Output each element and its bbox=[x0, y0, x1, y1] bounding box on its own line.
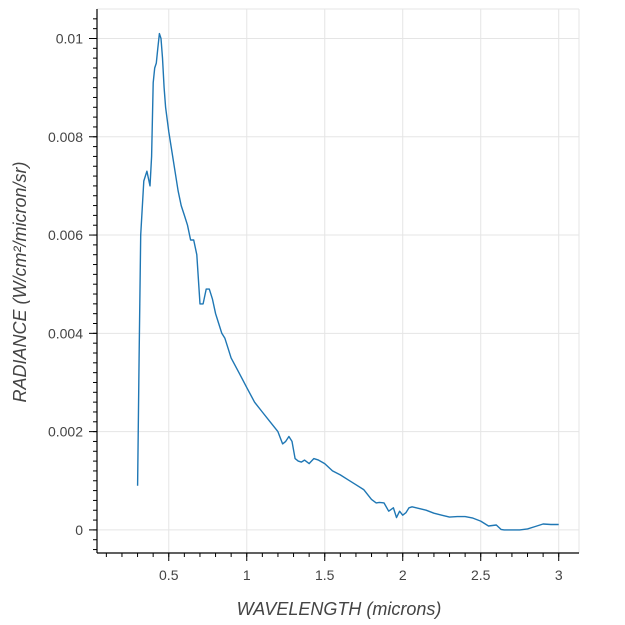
series-group bbox=[136, 32, 559, 531]
y-axis: 0 0.002 0.004 0.006 0.008 0.01 bbox=[48, 9, 98, 553]
x-tick-label-3: 2 bbox=[399, 567, 407, 583]
x-axis: 0.5 1 1.5 2 2.5 3 bbox=[97, 552, 579, 583]
y-tick-label-5: 0.01 bbox=[56, 30, 83, 46]
y-tick-label-2: 0.004 bbox=[48, 325, 83, 341]
series-line-0 bbox=[136, 32, 559, 531]
y-tick-label-0: 0 bbox=[75, 522, 83, 538]
y-tick-label-1: 0.002 bbox=[48, 424, 83, 440]
x-tick-label-2: 1.5 bbox=[315, 567, 335, 583]
x-tick-label-5: 3 bbox=[555, 567, 563, 583]
x-axis-title: WAVELENGTH (microns) bbox=[237, 599, 442, 619]
x-tick-label-4: 2.5 bbox=[471, 567, 491, 583]
y-axis-title: RADIANCE (W/cm²/micron/sr) bbox=[10, 162, 30, 403]
x-tick-label-0: 0.5 bbox=[159, 567, 179, 583]
y-tick-label-3: 0.006 bbox=[48, 227, 83, 243]
y-tick-label-4: 0.008 bbox=[48, 129, 83, 145]
grid bbox=[97, 8, 580, 553]
x-tick-label-1: 1 bbox=[243, 567, 251, 583]
